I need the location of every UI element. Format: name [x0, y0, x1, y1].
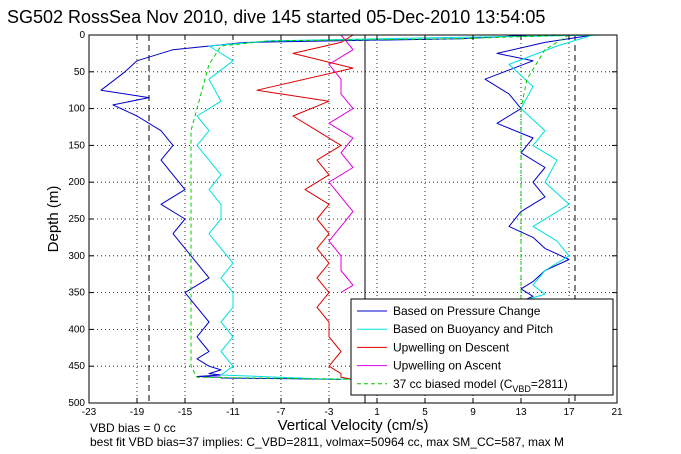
legend-label: Upwelling on Descent — [393, 340, 510, 354]
x-tick-label: 1 — [374, 407, 380, 418]
series-line — [328, 34, 354, 294]
x-tick-label: -3 — [325, 407, 334, 418]
y-axis-label: Depth (m) — [45, 186, 62, 253]
y-axis-ticks: 0 50 100 150 200 250 300 350 400 450 500 — [68, 30, 617, 409]
series-1 — [196, 34, 606, 380]
chart-title: SG502 RossSea Nov 2010, dive 145 started… — [7, 7, 545, 27]
x-axis-label: Vertical Velocity (cm/s) — [278, 417, 429, 434]
x-tick-label: 17 — [563, 407, 575, 418]
y-tick-label: 250 — [68, 214, 85, 225]
series-2 — [256, 34, 354, 380]
legend: Based on Pressure Change Based on Buoyanc… — [350, 298, 614, 396]
x-tick-label: 9 — [470, 407, 476, 418]
legend-box — [350, 298, 614, 396]
x-tick-label: 13 — [515, 407, 527, 418]
series-line — [508, 34, 594, 302]
series-0 — [100, 34, 594, 380]
series-4 — [190, 34, 570, 380]
legend-label-sub: VBD — [512, 384, 531, 394]
legend-label: Based on Pressure Change — [393, 304, 541, 318]
y-tick-label: 400 — [68, 324, 85, 335]
x-tick-label: -23 — [82, 407, 97, 418]
series-line — [520, 34, 570, 302]
y-tick-label: 100 — [68, 104, 85, 115]
legend-label: 37 cc biased model (CVBD=2811) — [393, 377, 568, 394]
y-tick-label: 450 — [68, 361, 85, 372]
y-tick-label: 350 — [68, 288, 85, 299]
legend-label-prefix: 37 cc biased model (C — [393, 377, 513, 391]
series-line — [100, 34, 534, 380]
x-tick-label: 21 — [611, 407, 623, 418]
y-tick-label: 500 — [68, 398, 85, 409]
series-line — [484, 34, 594, 302]
legend-label: Based on Buoyancy and Pitch — [393, 322, 553, 336]
series-line — [196, 34, 606, 380]
x-tick-label: 5 — [422, 407, 428, 418]
series-line — [256, 34, 354, 380]
footer-line-1: VBD bias = 0 cc — [90, 421, 176, 435]
series-3 — [328, 34, 354, 294]
x-axis-ticks: -23 -19 -15 -11 -7 -3 1 5 9 13 17 21 — [82, 35, 623, 418]
y-tick-label: 50 — [74, 67, 86, 78]
legend-label-suffix: =2811) — [531, 377, 568, 391]
x-tick-label: -7 — [277, 407, 286, 418]
y-tick-label: 150 — [68, 140, 85, 151]
footer-line-2: best fit VBD bias=37 implies: C_VBD=2811… — [90, 435, 564, 449]
legend-label: Upwelling on Ascent — [393, 359, 502, 373]
y-tick-label: 0 — [79, 30, 85, 41]
x-tick-label: -11 — [226, 407, 240, 418]
y-tick-label: 200 — [68, 177, 85, 188]
series-layer — [100, 34, 606, 380]
y-tick-label: 300 — [68, 251, 85, 262]
x-tick-label: -15 — [178, 407, 193, 418]
x-tick-label: -19 — [130, 407, 145, 418]
